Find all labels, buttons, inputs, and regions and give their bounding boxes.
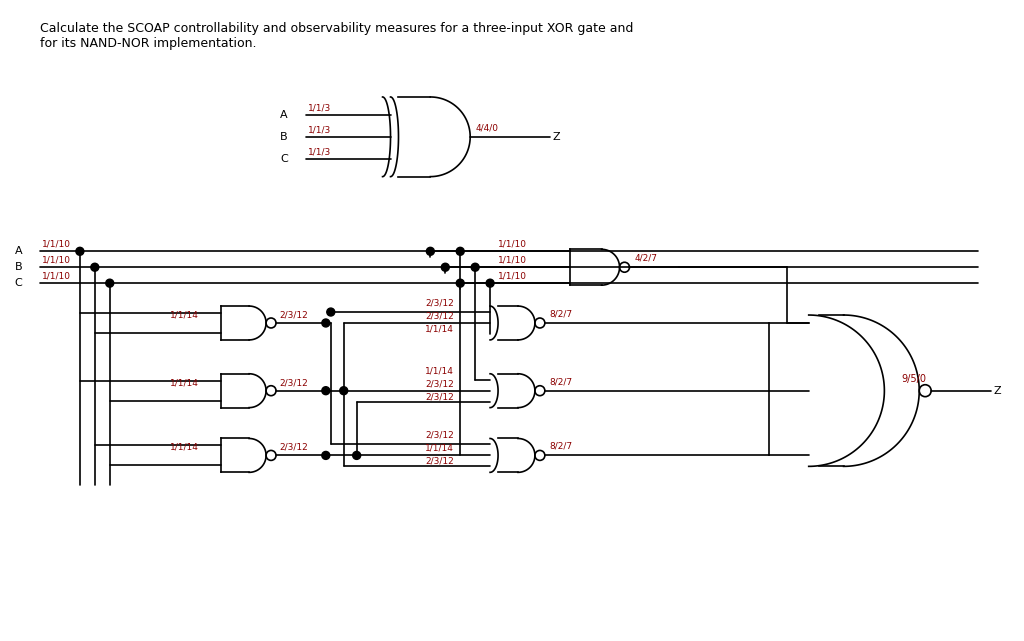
Text: 1/1/14: 1/1/14 [170,310,199,319]
Text: 4/4/0: 4/4/0 [475,123,498,132]
Text: 8/2/7: 8/2/7 [550,378,573,387]
Text: 1/1/10: 1/1/10 [42,272,71,281]
Text: A: A [281,110,288,120]
Text: Z: Z [994,386,1001,395]
Text: 2/3/12: 2/3/12 [425,392,454,401]
Circle shape [352,451,360,460]
Circle shape [327,308,335,316]
Text: B: B [14,262,23,272]
Text: 1/1/14: 1/1/14 [170,443,199,452]
Circle shape [486,279,494,287]
Text: 8/2/7: 8/2/7 [550,310,573,319]
Text: A: A [14,246,23,256]
Text: 1/1/10: 1/1/10 [498,256,527,265]
Text: C: C [281,154,288,163]
Text: 2/3/12: 2/3/12 [425,312,454,320]
Circle shape [457,279,464,287]
Text: 1/1/14: 1/1/14 [425,366,455,375]
Text: 1/1/10: 1/1/10 [42,240,71,249]
Circle shape [426,247,434,255]
Text: 9/5/0: 9/5/0 [901,374,927,384]
Text: Calculate the SCOAP controllability and observability measures for a three-input: Calculate the SCOAP controllability and … [40,22,634,50]
Circle shape [471,263,479,271]
Circle shape [105,279,114,287]
Text: 2/3/12: 2/3/12 [425,457,454,466]
Text: 1/1/14: 1/1/14 [170,378,199,387]
Text: B: B [281,132,288,142]
Circle shape [441,263,450,271]
Text: C: C [14,278,23,288]
Text: 2/3/12: 2/3/12 [425,299,454,308]
Text: 1/1/14: 1/1/14 [425,444,455,453]
Text: 4/2/7: 4/2/7 [635,254,657,263]
Text: 1/1/14: 1/1/14 [425,324,455,333]
Text: 8/2/7: 8/2/7 [550,442,573,451]
Text: 1/1/3: 1/1/3 [308,147,331,156]
Circle shape [76,247,84,255]
Text: 1/1/10: 1/1/10 [42,256,71,265]
Text: Z: Z [553,132,560,142]
Circle shape [340,387,348,395]
Text: 2/3/12: 2/3/12 [279,310,308,319]
Circle shape [322,319,330,327]
Circle shape [91,263,98,271]
Text: 1/1/3: 1/1/3 [308,126,331,135]
Circle shape [322,387,330,395]
Text: 2/3/12: 2/3/12 [425,379,454,388]
Text: 2/3/12: 2/3/12 [279,378,308,387]
Text: 1/1/10: 1/1/10 [498,240,527,249]
Text: 2/3/12: 2/3/12 [279,443,308,452]
Text: 2/3/12: 2/3/12 [425,431,454,440]
Text: 1/1/10: 1/1/10 [498,272,527,281]
Circle shape [322,451,330,460]
Circle shape [457,247,464,255]
Text: 1/1/3: 1/1/3 [308,103,331,112]
